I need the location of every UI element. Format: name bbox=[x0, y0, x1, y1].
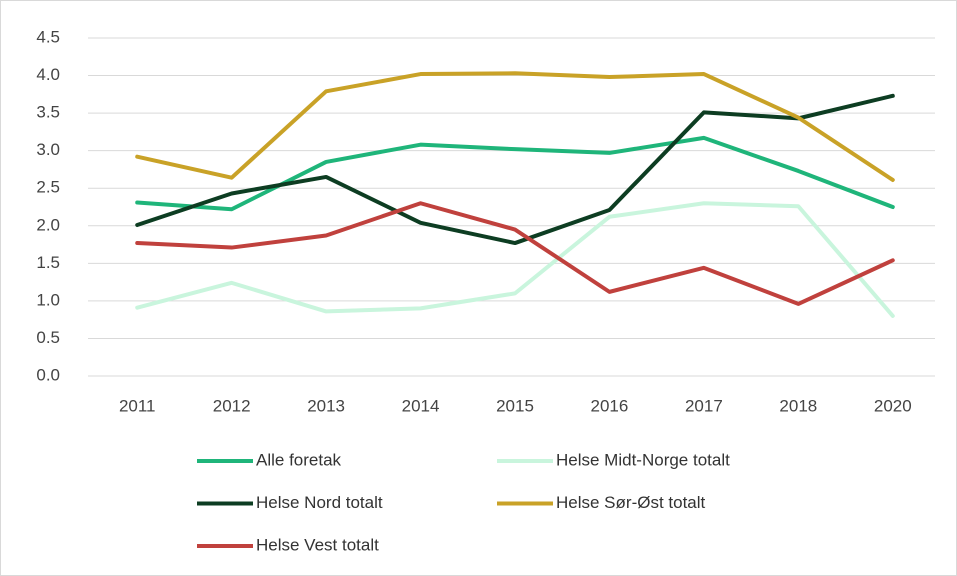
series-line bbox=[135, 135, 895, 212]
x-tick-label: 2011 bbox=[119, 396, 156, 415]
x-tick-label: 2012 bbox=[213, 396, 251, 415]
y-tick-label: 2.0 bbox=[36, 215, 60, 234]
legend-label: Helse Nord totalt bbox=[256, 493, 383, 512]
x-tick-label: 2013 bbox=[307, 396, 345, 415]
x-tick-label: 2014 bbox=[402, 396, 440, 415]
y-tick-label: 1.5 bbox=[36, 253, 60, 272]
y-tick-label: 0.0 bbox=[36, 365, 60, 384]
series-line bbox=[135, 71, 895, 182]
y-tick-label: 1.0 bbox=[36, 290, 60, 309]
legend-label: Helse Vest totalt bbox=[256, 535, 379, 554]
x-tick-label: 2016 bbox=[591, 396, 629, 415]
y-tick-label: 3.5 bbox=[36, 103, 60, 122]
y-tick-label: 0.5 bbox=[36, 328, 60, 347]
x-tick-label: 2015 bbox=[496, 396, 534, 415]
x-tick-label: 2017 bbox=[685, 396, 723, 415]
series-line bbox=[135, 201, 895, 318]
y-tick-label: 3.0 bbox=[36, 140, 60, 159]
series-line bbox=[135, 93, 895, 246]
legend-label: Alle foretak bbox=[256, 450, 342, 469]
x-tick-label: 2020 bbox=[874, 396, 912, 415]
legend-label: Helse Midt-Norge totalt bbox=[556, 450, 730, 469]
legend-label: Helse Sør-Øst totalt bbox=[556, 493, 706, 512]
y-tick-label: 4.5 bbox=[36, 27, 60, 46]
x-tick-label: 2018 bbox=[779, 396, 817, 415]
series-line bbox=[135, 201, 895, 306]
y-tick-label: 4.0 bbox=[36, 65, 60, 84]
y-tick-label: 2.5 bbox=[36, 178, 60, 197]
